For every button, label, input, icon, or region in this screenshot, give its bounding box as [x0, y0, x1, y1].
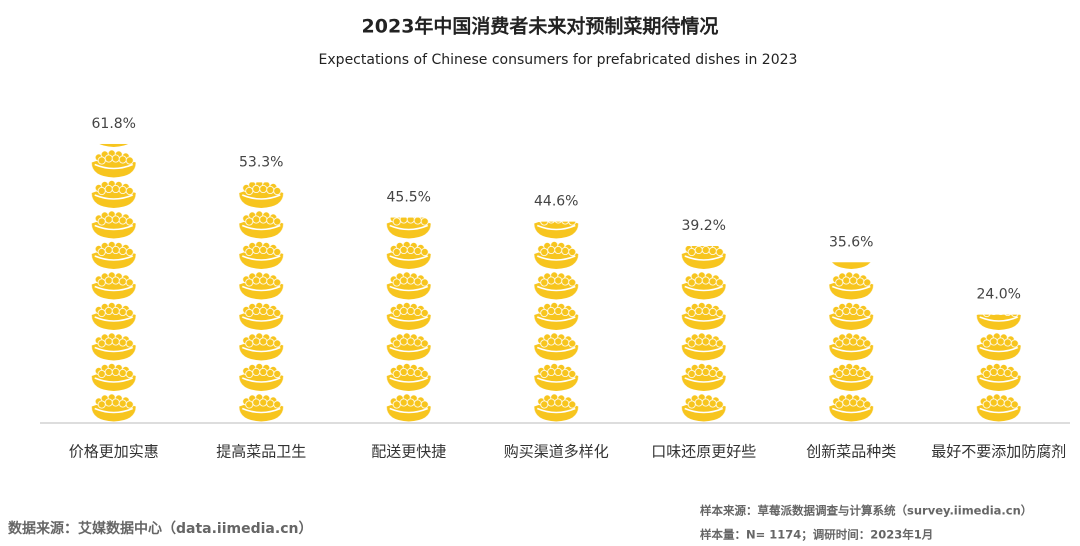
bar	[384, 217, 433, 423]
x-tick-label: 最好不要添加防腐剂	[931, 443, 1066, 461]
x-tick-label: 配送更快捷	[371, 443, 446, 461]
bar	[974, 314, 1023, 423]
x-tick-label: 提高菜品卫生	[216, 443, 306, 461]
bar	[679, 246, 728, 423]
x-tick-label: 创新菜品种类	[806, 443, 896, 461]
chart-subtitle: Expectations of Chinese consumers for pr…	[319, 52, 798, 68]
value-label: 45.5%	[387, 190, 431, 206]
bar	[532, 221, 581, 423]
source: 数据来源：艾媒数据中心（data.iimedia.cn）	[8, 520, 312, 537]
note: 样本量：N= 1174；调研时间：2023年1月	[700, 528, 933, 542]
chart-title: 2023年中国消费者未来对预制菜期待情况	[362, 15, 719, 38]
value-label: 44.6%	[534, 194, 578, 210]
value-label: 39.2%	[682, 218, 726, 234]
value-label: 35.6%	[829, 234, 873, 250]
x-tick-label: 价格更加实惠	[69, 443, 159, 461]
bar	[827, 262, 876, 423]
value-label: 61.8%	[92, 116, 136, 132]
x-tick-label: 购买渠道多样化	[504, 443, 609, 461]
value-label: 53.3%	[239, 154, 283, 170]
bar	[89, 143, 138, 423]
bar	[237, 182, 286, 423]
note: 样本来源：草莓派数据调查与计算系统（survey.iimedia.cn）	[700, 504, 1032, 518]
value-label: 24.0%	[977, 287, 1021, 303]
x-tick-label: 口味还原更好些	[651, 443, 756, 461]
